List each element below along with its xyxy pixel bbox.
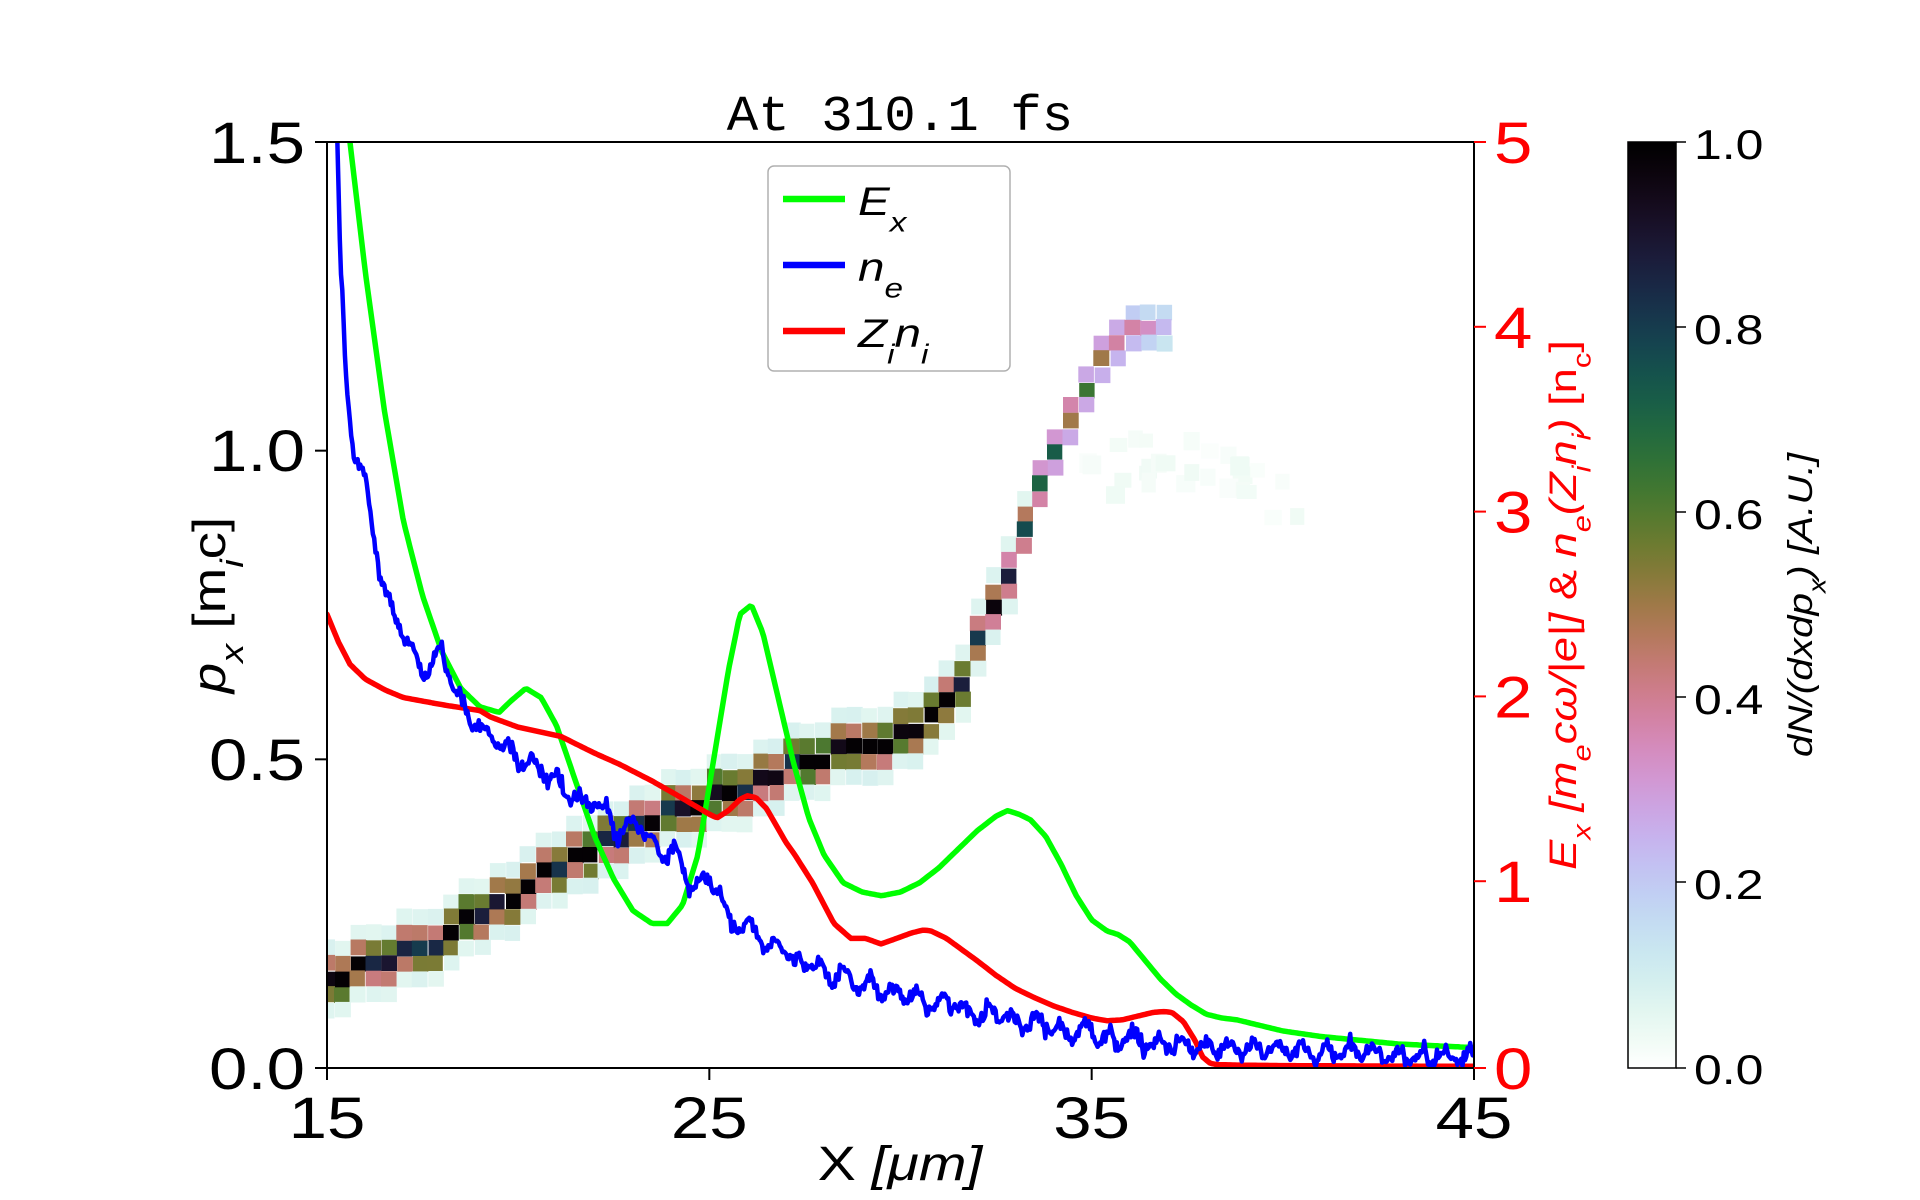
- svg-text:5: 5: [1494, 110, 1532, 176]
- svg-text:1.0: 1.0: [209, 418, 305, 484]
- svg-text:3: 3: [1494, 480, 1532, 546]
- svg-text:35: 35: [1053, 1085, 1130, 1151]
- svg-text:15: 15: [289, 1085, 366, 1151]
- svg-text:0.5: 0.5: [209, 727, 305, 793]
- svg-text:0.6: 0.6: [1694, 491, 1763, 538]
- svg-text:X [μm]: X [μm]: [818, 1137, 984, 1191]
- svg-text:At 310.1 fs: At 310.1 fs: [727, 89, 1073, 146]
- svg-text:0: 0: [1494, 1036, 1532, 1102]
- svg-text:2: 2: [1494, 665, 1532, 731]
- svg-text:Ex [mecω/|e|] & ne(Zini) [nc]: Ex [mecω/|e|] & ne(Zini) [nc]: [1541, 340, 1596, 870]
- svg-text:0.2: 0.2: [1694, 861, 1763, 908]
- svg-text:0.4: 0.4: [1694, 676, 1763, 723]
- svg-text:25: 25: [671, 1085, 748, 1151]
- svg-text:1.5: 1.5: [209, 110, 305, 176]
- svg-text:0.8: 0.8: [1694, 306, 1763, 353]
- svg-text:0.0: 0.0: [1694, 1046, 1763, 1093]
- svg-text:1: 1: [1494, 849, 1532, 915]
- svg-text:dN/(dxdpx) [A.U.]: dN/(dxdpx) [A.U.]: [1781, 451, 1831, 757]
- svg-text:4: 4: [1494, 295, 1532, 361]
- svg-text:1.0: 1.0: [1694, 121, 1763, 168]
- svg-text:px [mic]: px [mic]: [183, 517, 250, 696]
